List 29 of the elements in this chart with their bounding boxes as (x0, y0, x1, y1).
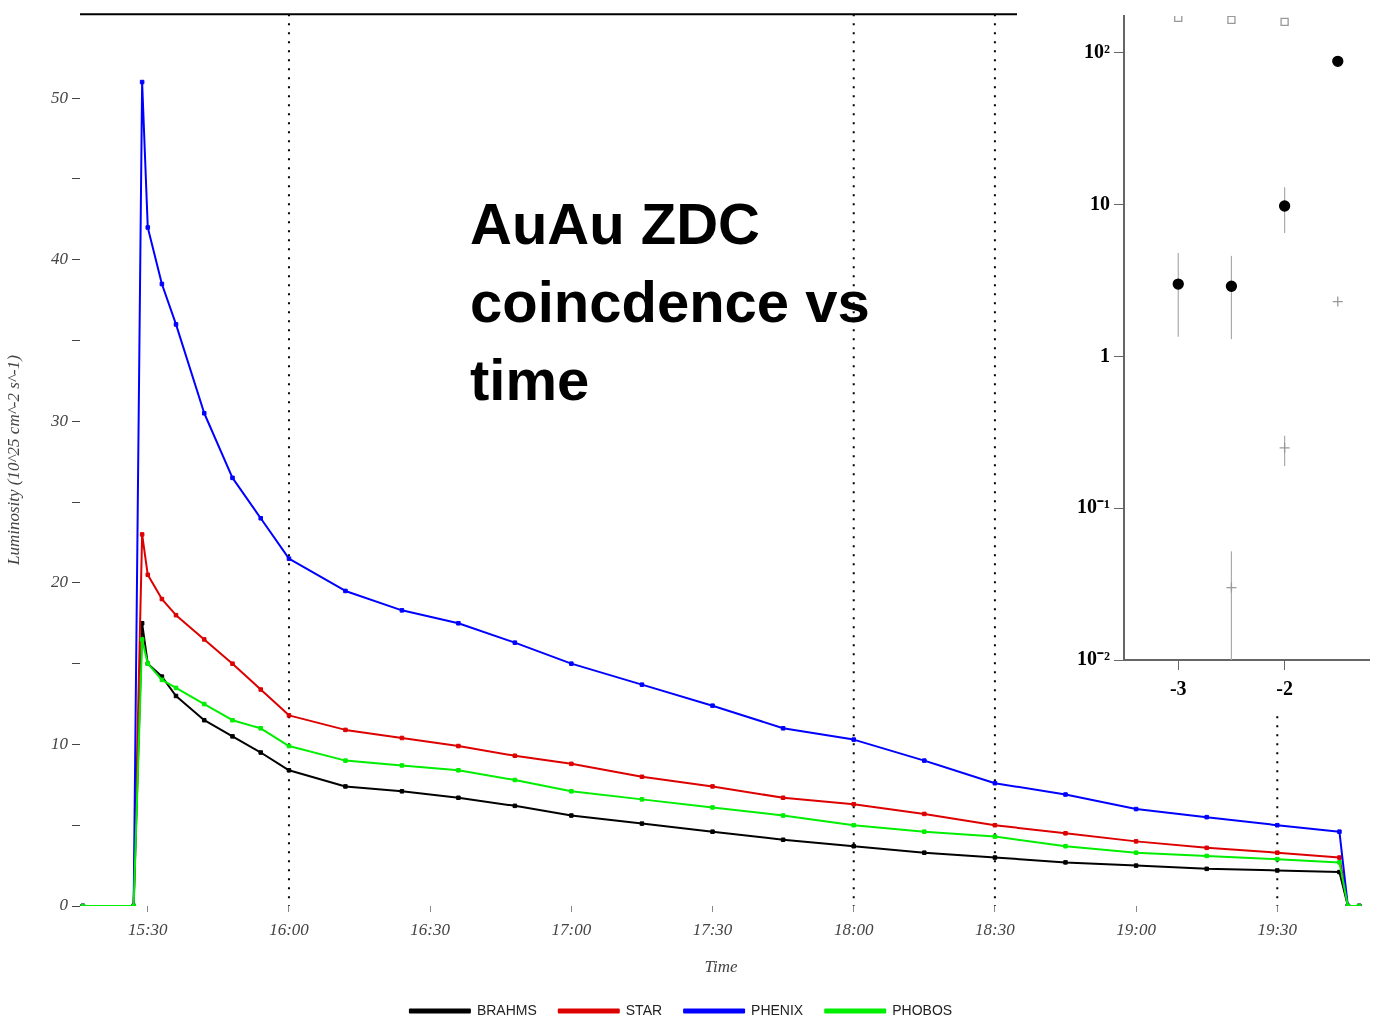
x-tick-label: 19:30 (1257, 919, 1298, 939)
x-tick-label: 15:30 (127, 919, 169, 939)
x-tick-label: 16:00 (269, 919, 310, 939)
annotation: AuAu ZDC coincdence vs time (470, 191, 870, 413)
y-tick-label: 10 (1090, 191, 1110, 214)
legend-label: STAR (625, 1001, 663, 1018)
y-axis-title: Luminosity (10^25 cm^-2 s^-1) (3, 354, 23, 567)
x-tick-label: -3 (1169, 677, 1187, 700)
y-tick-label: 10⁻¹ (1077, 495, 1110, 518)
x-tick-label: 18:30 (975, 919, 1016, 939)
x-tick-label: 17:30 (692, 919, 733, 939)
x-tick-label: -2 (1276, 677, 1293, 700)
legend-label: PHOBOS (892, 1001, 953, 1018)
y-tick-label: 1 (1100, 343, 1110, 366)
x-tick-label: 17:00 (551, 919, 592, 939)
y-tick-label: 10² (1084, 40, 1110, 63)
x-tick-label: 19:00 (1116, 919, 1157, 939)
x-axis-title: Time (704, 957, 738, 977)
y-tick-label: 0 (59, 895, 69, 915)
y-tick-label: 10⁻² (1077, 647, 1110, 670)
y-tick-label: 40 (51, 249, 69, 269)
x-tick-label: 16:30 (410, 919, 451, 939)
y-tick-label: 30 (50, 410, 69, 430)
legend-label: PHENIX (751, 1001, 804, 1018)
legend-label: BRAHMS (476, 1001, 537, 1018)
x-tick-label: 18:00 (833, 919, 875, 939)
y-tick-label: 50 (51, 87, 69, 107)
y-tick-label: 20 (51, 572, 69, 592)
y-tick-label: 10 (51, 733, 69, 753)
